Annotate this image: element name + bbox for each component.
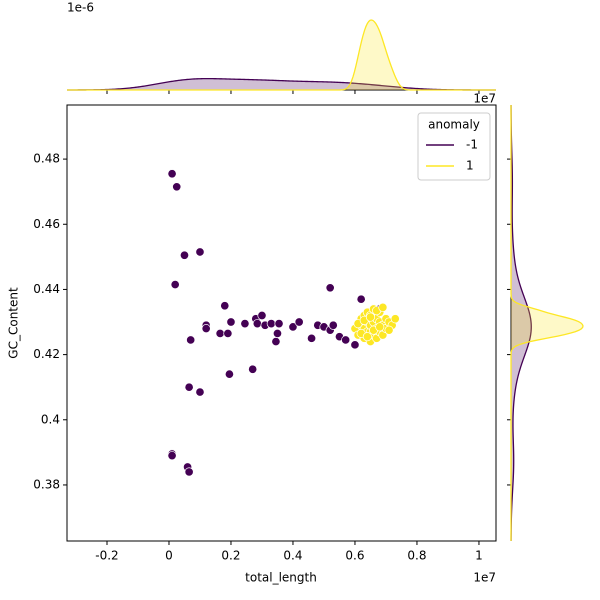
point — [240, 319, 250, 329]
x-tick-label: 0.8 — [407, 549, 426, 563]
point — [224, 369, 234, 379]
point — [252, 319, 262, 329]
point — [220, 301, 230, 311]
point — [325, 283, 335, 293]
point — [356, 294, 366, 304]
right-kde-fill — [511, 105, 532, 541]
point — [226, 317, 236, 327]
top-kde-line — [66, 77, 497, 91]
y-axis-label: GC_Content — [7, 287, 21, 359]
point — [186, 335, 196, 345]
x-tick-label: 0 — [165, 549, 173, 563]
right-kde-line — [510, 104, 532, 542]
right-kde-fill — [511, 105, 583, 541]
y-tick-label: 0.38 — [33, 477, 60, 491]
point — [288, 322, 298, 332]
y-tick-label: 0.44 — [33, 282, 60, 296]
point — [257, 310, 267, 321]
point — [341, 335, 351, 345]
x-tick-label: 1 — [475, 549, 483, 563]
right-kde-line — [510, 105, 584, 541]
plot-frame — [66, 104, 497, 542]
point — [215, 328, 225, 338]
point — [223, 328, 233, 338]
point — [378, 302, 388, 312]
x-tick-label: -0.2 — [95, 549, 118, 563]
point — [184, 467, 194, 477]
point — [201, 323, 211, 334]
x-axis-label: total_length — [245, 571, 317, 585]
point — [179, 250, 190, 260]
point — [167, 169, 177, 179]
point — [248, 364, 258, 374]
top-kde-fill — [67, 20, 496, 90]
point — [195, 387, 205, 397]
point — [170, 279, 180, 290]
point — [365, 312, 376, 322]
point — [271, 337, 281, 347]
x-tick-label: 0.2 — [221, 549, 240, 563]
point — [184, 382, 194, 392]
y-tick-label: 0.46 — [33, 217, 60, 231]
point — [328, 320, 338, 330]
y-tick-label: 0.48 — [33, 152, 60, 166]
point — [307, 333, 317, 343]
point — [294, 317, 304, 327]
legend-box — [417, 112, 491, 181]
point — [350, 340, 360, 350]
x-tick-label: 0.6 — [345, 549, 364, 563]
point — [384, 325, 394, 335]
x-tick-label: 0.4 — [283, 549, 302, 563]
point — [266, 319, 276, 329]
top-kde-line — [67, 19, 496, 91]
point — [390, 314, 400, 324]
y-tick-label: 0.4 — [41, 412, 60, 426]
point — [362, 332, 372, 342]
point — [272, 328, 283, 338]
y-tick-label: 0.42 — [33, 347, 60, 361]
x-offset: 1e7 — [473, 571, 496, 585]
legend-title: anomaly — [428, 118, 480, 132]
point — [172, 182, 182, 192]
point — [375, 322, 385, 332]
marginal-offset: 1e-6 — [67, 1, 94, 15]
point — [195, 247, 205, 257]
point — [167, 451, 177, 461]
x-offset-top: 1e7 — [473, 92, 496, 106]
legend-label: -1 — [466, 138, 478, 152]
legend-label: 1 — [466, 159, 474, 173]
point — [274, 319, 284, 329]
